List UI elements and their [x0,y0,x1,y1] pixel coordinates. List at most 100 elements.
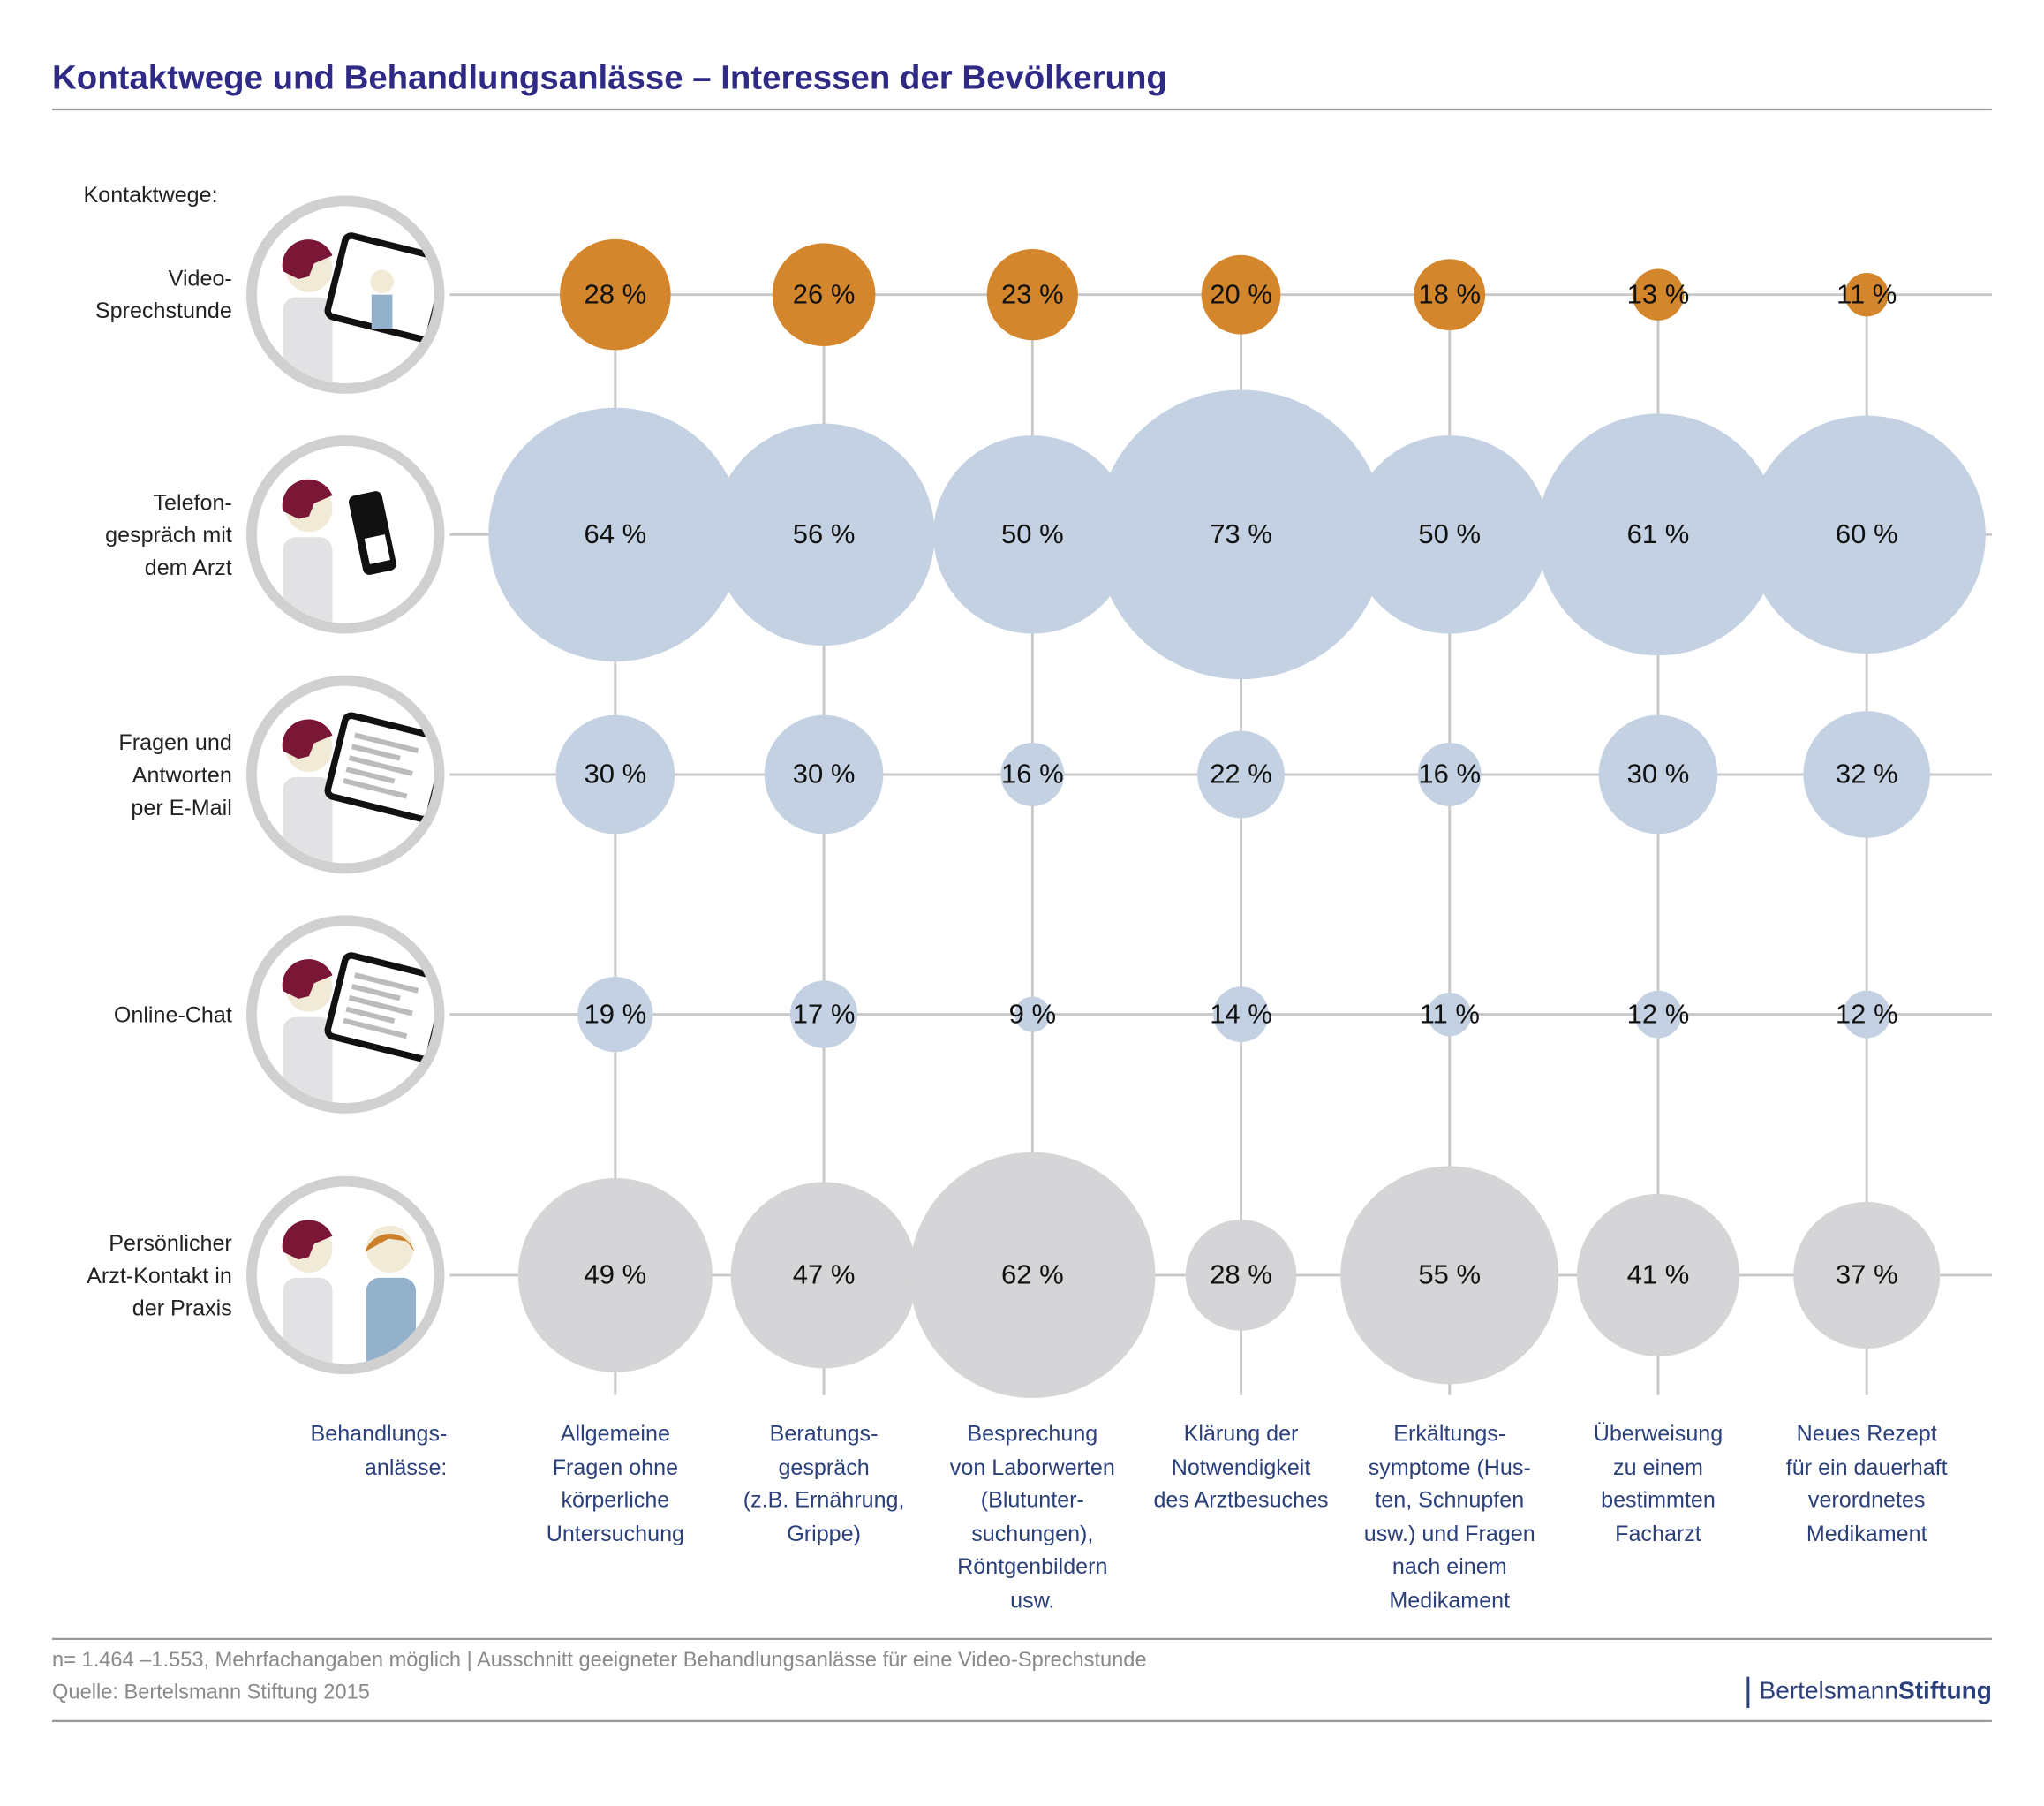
x-tick-label: Allgemeine Fragen ohne körperliche Unter… [546,1421,684,1546]
data-label: 12 % [1836,998,1898,1029]
bubble [1428,992,1472,1037]
data-label: 50 % [1001,518,1064,549]
data-label: 28 % [1210,1259,1272,1290]
bubble [517,1177,713,1372]
icon [246,915,445,1114]
bubble [1576,1193,1739,1356]
legend-label: Telefon- gespräch mit dem Arzt [105,489,232,580]
data-label: 13 % [1627,278,1690,309]
data-label: 49 % [585,1259,647,1290]
x-tick-label: Neues Rezept für ein dauerhaft verordnet… [1785,1421,1948,1546]
data-label: 28 % [585,278,647,309]
logo-second: Stiftung [1897,1678,1992,1706]
data-label: 61 % [1627,518,1690,549]
bubble [488,407,743,661]
bubble [1350,435,1549,634]
source: Quelle: Bertelsmann Stiftung 2015 [52,1681,370,1704]
legend-label: Video- Sprechstunde [94,266,232,324]
data-label: 12 % [1627,998,1690,1029]
tablet-line [348,755,413,776]
data-label: 50 % [1418,518,1481,549]
icon-ring [246,435,445,634]
data-label: 32 % [1836,759,1898,790]
bubble [1793,1201,1941,1349]
phone-keys [364,534,390,564]
row-heading: Kontaktwege: [83,182,218,208]
data-label: 20 % [1210,278,1272,309]
tablet-line [354,732,419,754]
tablet-line [345,767,396,784]
data-label: 23 % [1001,278,1064,309]
logo: BertelsmannStiftung [1746,1676,1992,1709]
data-label: 9 % [1009,998,1056,1029]
bubble [1197,730,1285,819]
legend-label: Persönlicher Arzt-Kontakt in der Praxis [87,1229,232,1320]
icon [246,1175,445,1375]
bubble [1844,272,1889,317]
logo-first: Bertelsmann [1759,1678,1898,1706]
tablet-line [351,984,401,1001]
x-tick-label: Besprechung von Laborwerten (Blutunter- … [949,1421,1115,1613]
column-heading: Behandlungs- anlässe: [310,1421,448,1479]
icon-ring [246,1175,445,1375]
data-label: 30 % [793,759,856,790]
person-hair [282,1220,333,1260]
data-label: 41 % [1627,1259,1690,1290]
bubble [764,714,884,835]
data-label: 22 % [1210,759,1272,790]
bubble [1185,1220,1297,1331]
tablet-face [370,269,394,294]
bubble [1213,986,1269,1043]
x-tick-label: Beratungs- gespräch (z.B. Ernährung, Gri… [743,1421,905,1546]
note: n= 1.464 –1.553, Mehrfachangaben möglich… [52,1649,1147,1672]
tablet-line [343,1017,408,1039]
data-label: 37 % [1836,1259,1898,1290]
data-label: 19 % [585,998,647,1029]
bubble [909,1152,1156,1399]
doctor-hair [365,1234,415,1252]
chart-title: Kontaktwege und Behandlungsanlässe – Int… [52,57,1167,97]
icons [246,195,445,1375]
tablet-line [348,994,413,1016]
bubble [1014,996,1051,1032]
data-label: 64 % [585,518,647,549]
bubble [789,980,858,1048]
tablet-line [354,972,419,994]
bubble [555,714,675,835]
bubble [577,977,653,1053]
legend-label: Online-Chat [113,1001,232,1027]
data-label: 16 % [1001,759,1064,790]
icon-body [282,712,434,864]
icon [246,435,445,634]
data-label: 16 % [1418,759,1481,790]
data-label: 11 % [1420,998,1480,1029]
bubble [1414,259,1486,331]
bubble [1843,990,1891,1039]
bubble [1000,743,1065,806]
data-label: 60 % [1836,518,1898,549]
bubble [560,238,671,351]
data-label: 17 % [793,998,856,1029]
person-hair [282,719,333,759]
person-hair [282,479,333,519]
data-label: 30 % [1627,759,1690,790]
data-label: 56 % [793,518,856,549]
bubble [730,1182,917,1369]
tablet-line [351,744,401,761]
bubble [1634,990,1682,1039]
bubble [1537,413,1779,656]
data-label: 30 % [585,759,647,790]
tablet-line [343,778,408,799]
bubble [1747,415,1986,654]
bubble [1096,389,1386,680]
tablet-line [345,1006,396,1024]
data-label: 73 % [1210,518,1272,549]
data-label: 47 % [793,1259,856,1290]
doctor-face [366,1225,414,1273]
bubble [1201,254,1281,335]
bubble [1632,268,1685,321]
data-label: 55 % [1418,1259,1481,1290]
tablet-person [371,294,393,329]
